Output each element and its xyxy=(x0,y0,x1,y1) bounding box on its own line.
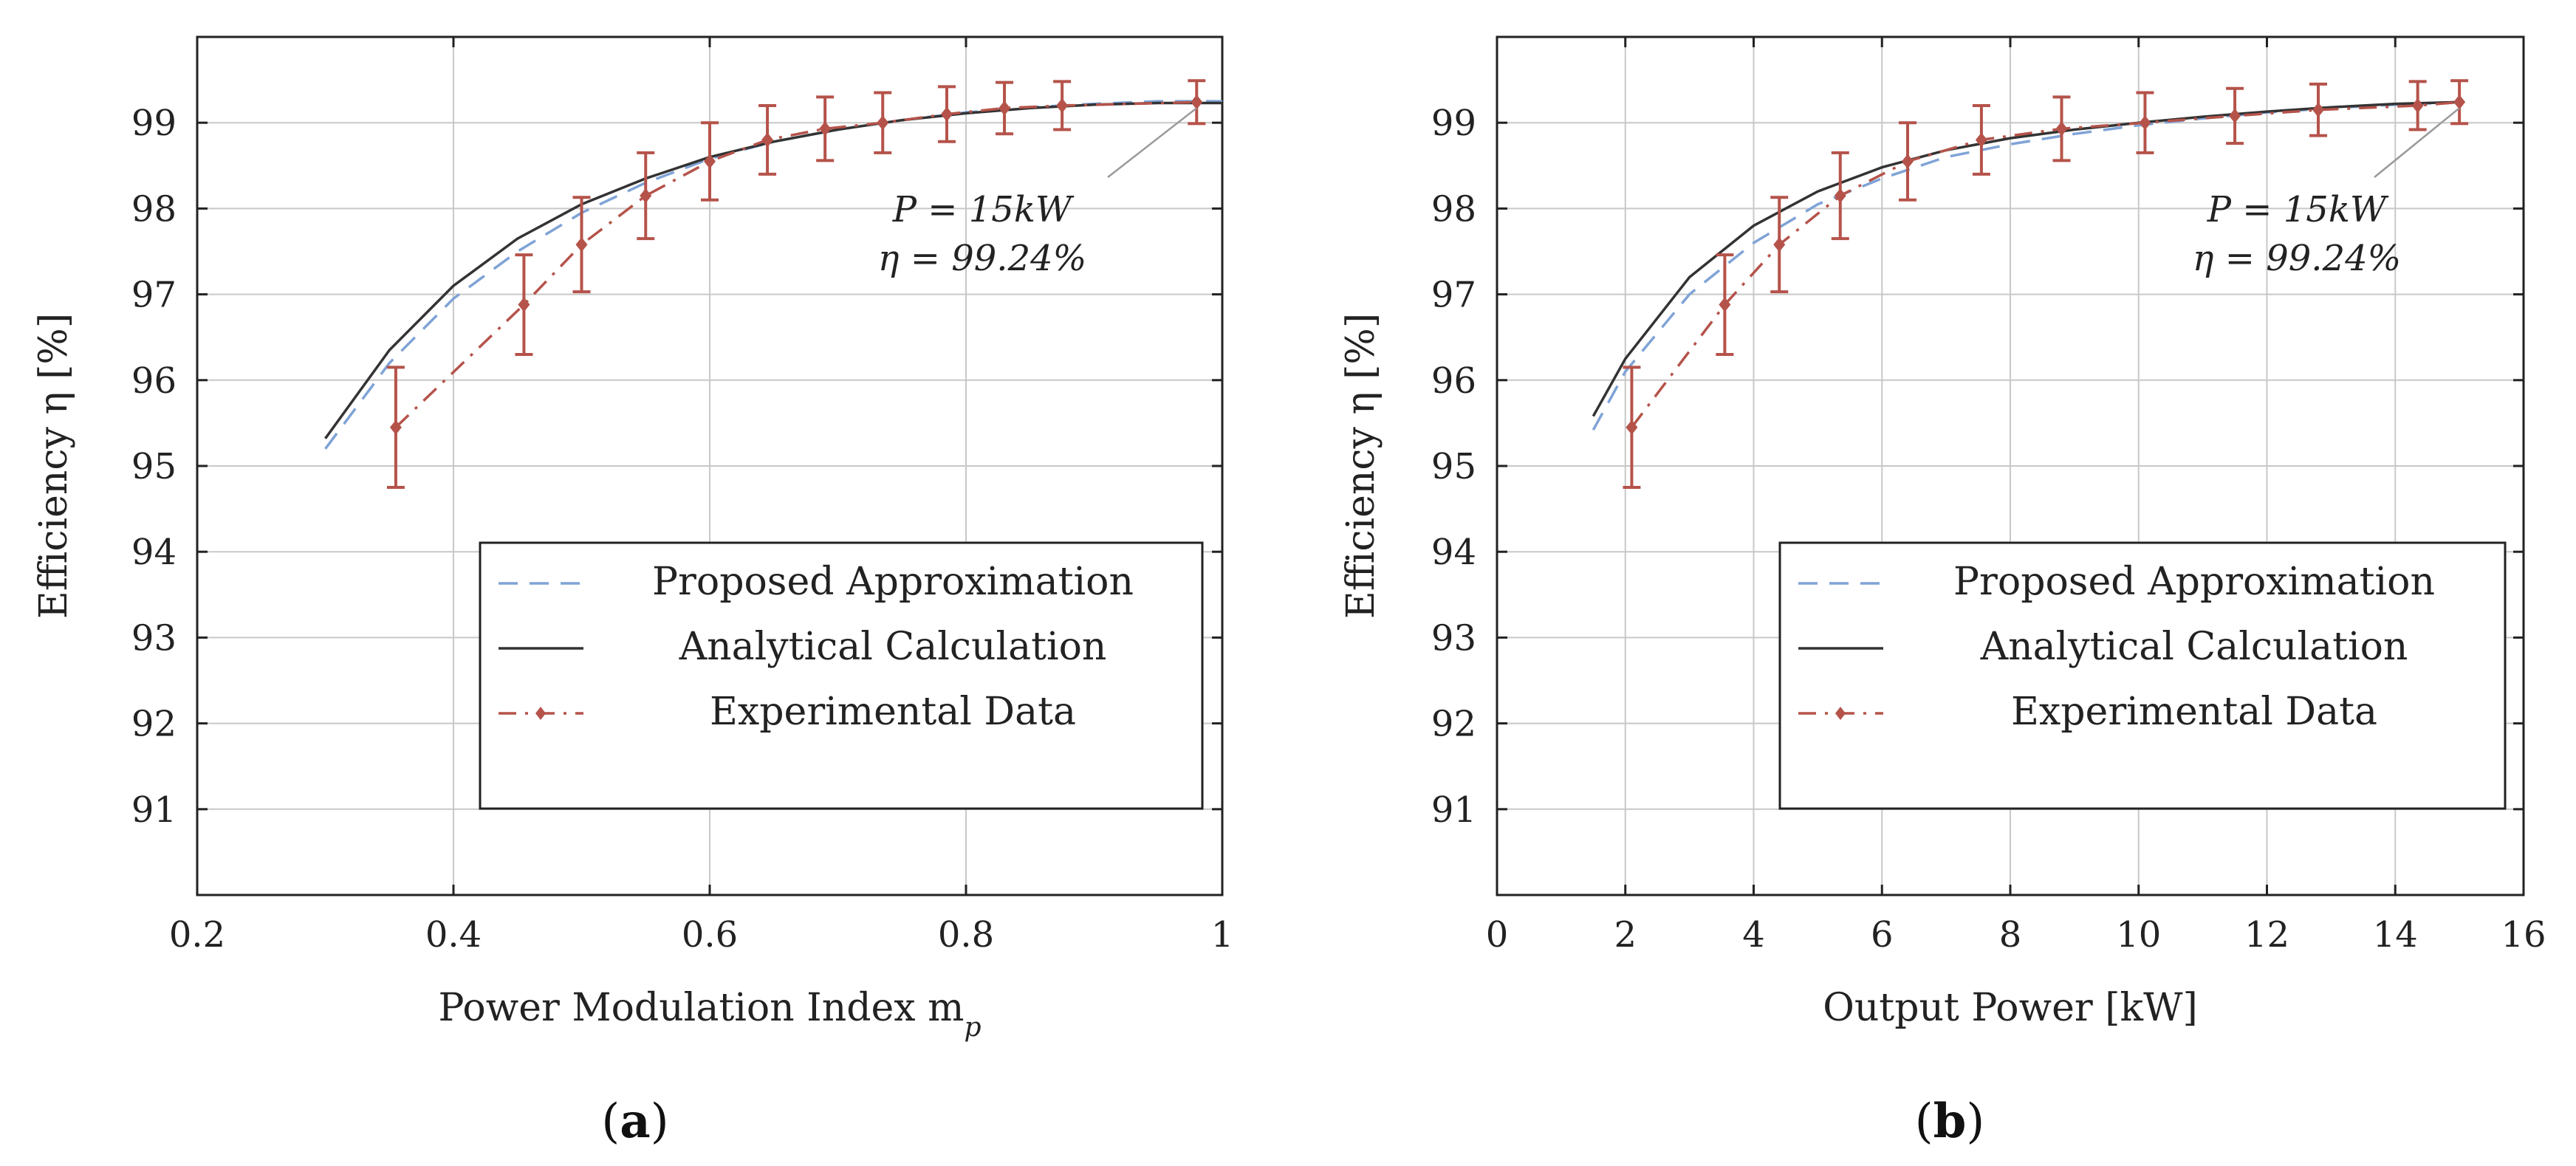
y-tick-label: 94 xyxy=(1431,532,1476,573)
y-tick-label: 93 xyxy=(131,617,177,659)
y-tick-label: 94 xyxy=(131,532,177,573)
annotation-power: P = 15kW xyxy=(892,189,1075,230)
chart-panel-b: 0 2 4 6 8 10 12 14 16 91 92 93 94 95 96 97 98 99 Output Po… xyxy=(1339,35,2546,1149)
legend-label: Proposed Approximation xyxy=(1953,560,2435,604)
x-tick-label: 0.8 xyxy=(938,914,994,956)
data-point-marker xyxy=(819,121,832,137)
x-tick-label: 2 xyxy=(1614,914,1637,956)
annotation-leader-line xyxy=(1107,107,1198,178)
y-tick-label: 91 xyxy=(1431,789,1476,831)
x-tick-label: 0.4 xyxy=(425,914,482,956)
x-tick-label: 14 xyxy=(2373,914,2418,956)
x-axis-label-subscript: p xyxy=(964,1012,981,1043)
legend-label: Experimental Data xyxy=(2011,690,2377,734)
data-point-marker xyxy=(2229,108,2241,123)
data-point-marker xyxy=(518,297,530,312)
data-point-marker xyxy=(2139,115,2151,131)
data-point-marker xyxy=(2453,95,2466,110)
data-point-marker xyxy=(1191,95,1203,110)
data-point-marker xyxy=(1056,97,1069,113)
series-line-dashdot xyxy=(394,100,1197,428)
annotation-power: P = 15kW xyxy=(2207,189,2389,230)
x-tick-label: 8 xyxy=(1999,914,2022,956)
x-axis-label: Output Power [kW] xyxy=(1823,986,2198,1030)
panel-label-open: ( xyxy=(601,1094,620,1149)
y-tick-label: 98 xyxy=(1431,188,1476,230)
x-tick-label: 10 xyxy=(2116,914,2161,956)
data-point-marker xyxy=(2411,97,2424,113)
x-tick-label: 0.6 xyxy=(682,914,738,956)
y-tick-label: 98 xyxy=(131,188,177,230)
x-axis-label-text: Power Modulation Index m xyxy=(439,986,965,1030)
y-tick-label: 97 xyxy=(131,275,177,316)
data-point-marker xyxy=(761,132,774,148)
legend-box xyxy=(1778,541,2507,810)
annotation-efficiency: η = 99.24% xyxy=(2193,238,2402,279)
data-point-marker xyxy=(1626,419,1638,435)
y-tick-label: 96 xyxy=(131,360,177,402)
data-point-marker xyxy=(575,237,588,253)
chart-panel-a: 0.2 0.4 0.6 0.8 1 91 92 93 94 95 96 97 98 99 Power Mod… xyxy=(32,35,1234,1149)
legend-label: Proposed Approximation xyxy=(652,560,1134,604)
panel-label: (b) xyxy=(1915,1094,1985,1149)
legend-box xyxy=(479,541,1204,810)
x-tick-label: 0 xyxy=(1486,914,1509,956)
data-point-marker xyxy=(1975,132,1987,148)
legend-label: Experimental Data xyxy=(710,690,1076,734)
annotation-efficiency: η = 99.24% xyxy=(878,238,1087,279)
data-point-marker xyxy=(998,100,1011,116)
legend-label: Analytical Calculation xyxy=(1980,625,2408,669)
y-axis-label: Efficiency η [%] xyxy=(32,313,76,619)
y-tick-label: 92 xyxy=(1431,704,1476,745)
y-tick-label: 97 xyxy=(1431,275,1476,316)
x-tick-label: 4 xyxy=(1742,914,1765,956)
series-line-dashed xyxy=(1592,100,2460,431)
legend-marker xyxy=(535,707,546,720)
x-tick-label: 12 xyxy=(2244,914,2289,956)
data-point-marker xyxy=(1719,297,1731,312)
series-line-solid xyxy=(324,101,1222,439)
data-point-marker xyxy=(877,115,889,131)
data-point-marker xyxy=(940,106,953,122)
x-tick-label: 0.2 xyxy=(169,914,225,956)
x-tick-label: 16 xyxy=(2501,914,2546,956)
data-point-marker xyxy=(1834,188,1846,203)
data-point-marker xyxy=(2312,102,2324,117)
panel-label-letter: b xyxy=(1933,1094,1967,1149)
y-tick-label: 93 xyxy=(1431,617,1476,659)
x-tick-label: 1 xyxy=(1211,914,1234,956)
legend-label: Analytical Calculation xyxy=(679,625,1107,669)
y-tick-label: 99 xyxy=(131,103,177,144)
data-point-marker xyxy=(1902,154,1914,169)
data-point-marker xyxy=(2055,121,2068,137)
panel-label-open: ( xyxy=(1915,1094,1933,1149)
y-tick-label: 92 xyxy=(131,704,177,745)
legend-marker xyxy=(1835,707,1846,720)
annotation-leader-line xyxy=(2374,107,2460,178)
data-point-marker xyxy=(704,154,716,169)
series-line-solid xyxy=(1592,100,2460,417)
data-point-marker xyxy=(640,188,652,203)
panel-label-close: ) xyxy=(1966,1094,1984,1149)
y-axis-label: Efficiency η [%] xyxy=(1339,313,1383,619)
x-tick-label: 6 xyxy=(1871,914,1894,956)
y-tick-label: 96 xyxy=(1431,360,1476,402)
x-axis-label-text: Output Power [kW] xyxy=(1823,986,2198,1030)
data-point-marker xyxy=(1773,237,1786,253)
y-tick-label: 95 xyxy=(1431,446,1476,487)
x-axis-label: Power Modulation Index mp xyxy=(439,986,982,1043)
y-tick-label: 95 xyxy=(131,446,177,487)
y-tick-label: 91 xyxy=(131,789,177,831)
series-line-dashed xyxy=(324,100,1222,450)
series-line-dashdot xyxy=(1631,100,2460,428)
panel-label-close: ) xyxy=(651,1094,669,1149)
panel-label-letter: a xyxy=(620,1094,650,1149)
panel-label: (a) xyxy=(601,1094,668,1149)
y-tick-label: 99 xyxy=(1431,103,1476,144)
data-point-marker xyxy=(389,419,402,435)
